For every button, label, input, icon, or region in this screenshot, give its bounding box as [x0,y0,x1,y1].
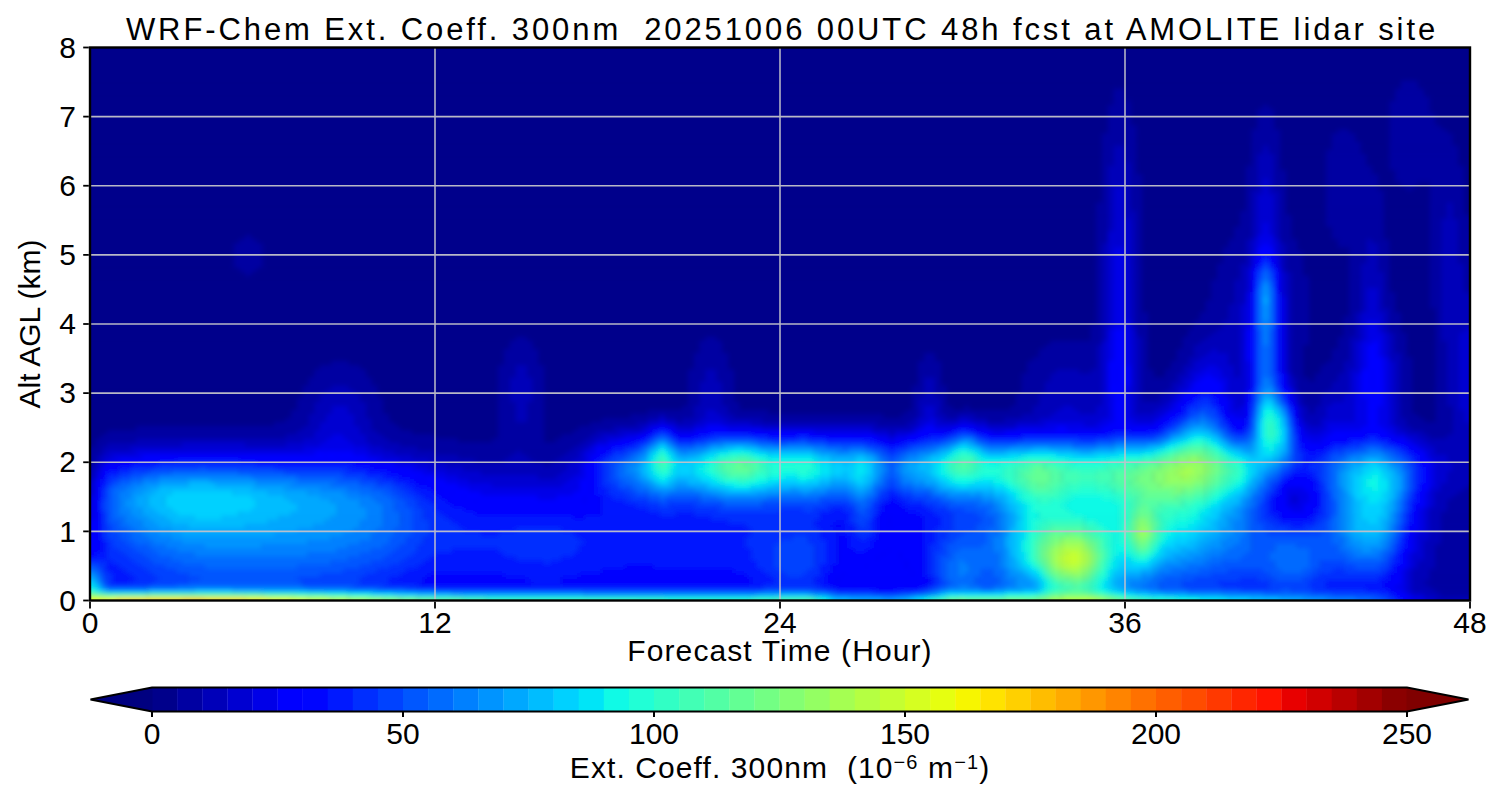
svg-text:Alt AGL (km): Alt AGL (km) [13,240,46,409]
svg-text:12: 12 [418,606,451,639]
svg-text:150: 150 [880,717,930,750]
svg-text:6: 6 [59,169,76,202]
svg-text:100: 100 [629,717,679,750]
svg-text:7: 7 [59,100,76,133]
svg-text:0: 0 [144,717,161,750]
svg-text:3: 3 [59,376,76,409]
svg-text:0: 0 [82,606,99,639]
svg-text:WRF-Chem Ext. Coeff. 300nm 20: WRF-Chem Ext. Coeff. 300nm 20251006 00UT… [126,12,1438,47]
svg-text:1: 1 [59,515,76,548]
svg-text:0: 0 [59,584,76,617]
svg-text:36: 36 [1108,606,1141,639]
svg-text:5: 5 [59,238,76,271]
svg-text:4: 4 [59,307,76,340]
svg-text:8: 8 [59,31,76,64]
svg-text:Forecast Time (Hour): Forecast Time (Hour) [627,634,932,667]
svg-text:250: 250 [1382,717,1432,750]
svg-text:48: 48 [1453,606,1486,639]
svg-text:50: 50 [386,717,419,750]
svg-text:200: 200 [1131,717,1181,750]
svg-text:Ext. Coeff. 300nm (10−6 m−1): Ext. Coeff. 300nm (10−6 m−1) [570,751,990,784]
svg-text:2: 2 [59,445,76,478]
